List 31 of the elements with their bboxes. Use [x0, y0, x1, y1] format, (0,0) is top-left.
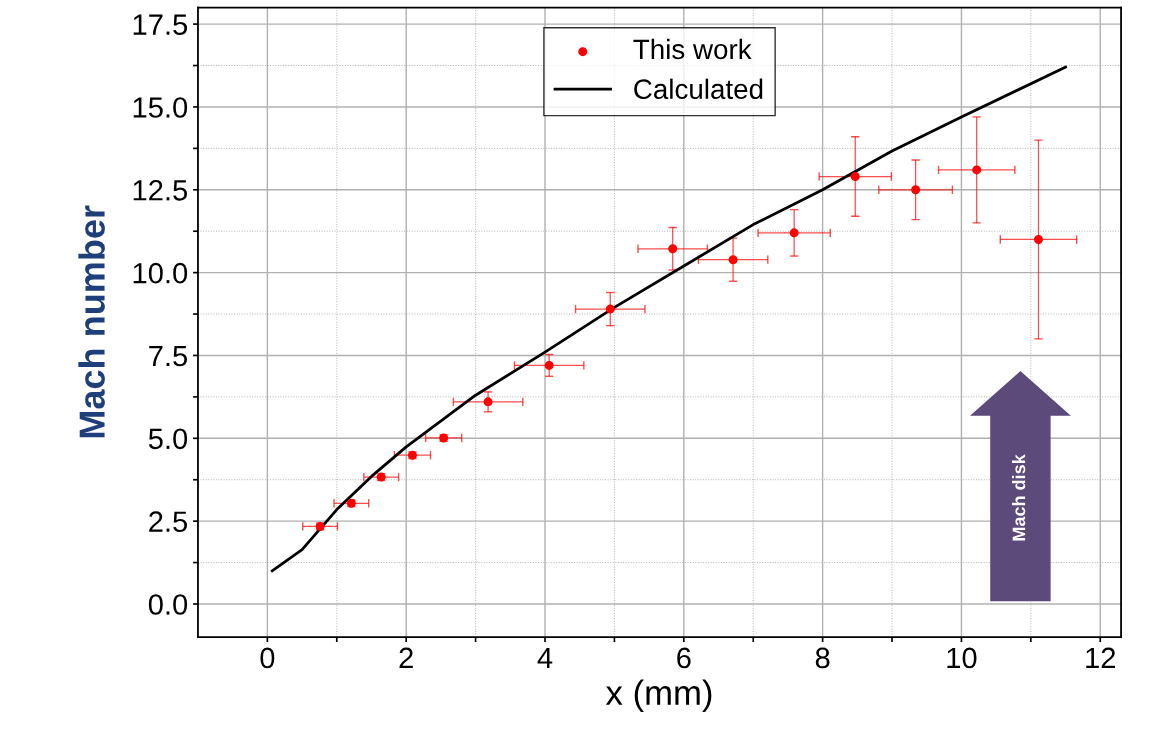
y-tick-label: 15.0: [133, 97, 188, 118]
y-axis-title: Mach number: [78, 205, 105, 438]
annotation: Mach disk: [1012, 454, 1026, 541]
point: [972, 165, 982, 175]
point: [789, 228, 799, 238]
point: [728, 255, 738, 265]
text: 0.0: [148, 594, 188, 615]
point: [544, 360, 554, 370]
point: [850, 172, 860, 182]
x-tick-label: 12: [1086, 647, 1116, 668]
x-tick-label: 4: [537, 647, 553, 668]
x-tick-label: 6: [677, 647, 691, 669]
x-axis-title: x (mm): [605, 679, 712, 712]
x-tick-label: 2: [399, 647, 413, 668]
x-tick-label: 10: [947, 647, 977, 669]
point: [605, 304, 615, 314]
point: [1033, 234, 1043, 244]
point: [668, 244, 678, 254]
point: [911, 185, 921, 195]
legend-label: Calculated: [634, 78, 763, 100]
y-tick-label: 7.5: [149, 345, 188, 367]
y-tick-label: 12.5: [133, 179, 188, 201]
y-tick-label: 10.0: [133, 262, 188, 284]
legend-label: This work: [633, 38, 752, 60]
y-tick-label: 17.5: [133, 14, 188, 35]
line-series: [270, 65, 1067, 573]
x-tick-label: 0: [260, 647, 275, 669]
point: [483, 397, 493, 407]
y-tick-label: 2.5: [149, 511, 188, 533]
x-tick-label: 8: [815, 647, 830, 669]
y-tick-label: 5.0: [148, 428, 188, 450]
